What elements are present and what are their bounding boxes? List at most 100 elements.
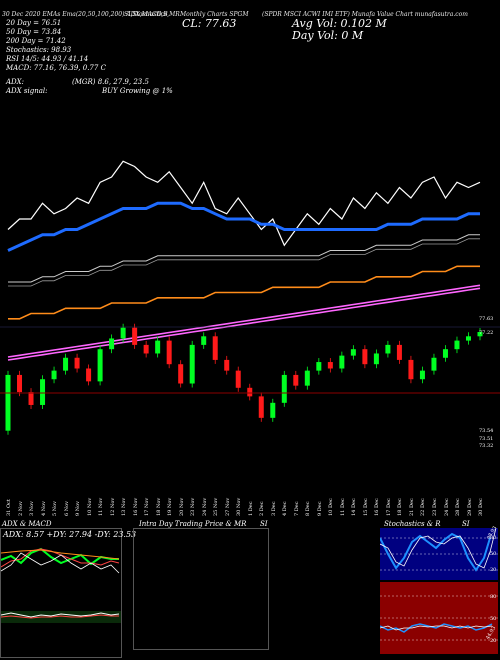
- date-tick: 19 Nov: [167, 497, 174, 516]
- price-label-2: 77.22: [479, 330, 494, 336]
- intraday-title: Intra Day Trading Price & MR: [139, 520, 247, 528]
- stoch-si-label: SI: [462, 520, 470, 528]
- stochastics-panel[interactable]: 98.93: [380, 525, 498, 580]
- rsi-axis-50: 50: [490, 616, 497, 622]
- price-label-4: 73.51: [479, 436, 494, 442]
- intraday-si-label: SI: [260, 520, 268, 528]
- candle-body: [373, 353, 379, 365]
- adx-values: ADX: 8.57 +DY: 27.94 -DY: 23.53: [3, 530, 137, 539]
- candle-body: [477, 332, 483, 337]
- candle-body: [396, 344, 402, 360]
- date-tick: 24 Nov: [201, 497, 208, 516]
- bollinger-upper-line: [7, 284, 481, 358]
- candle-body: [339, 355, 345, 369]
- date-tick: 30 Dec: [478, 498, 484, 516]
- date-tick: 21 Dec: [408, 498, 415, 516]
- adx-signal-label: ADX signal:: [6, 87, 48, 95]
- date-tick: 5 Nov: [52, 501, 58, 516]
- price-label-5: 73.32: [479, 443, 494, 449]
- date-tick: 29 Dec: [466, 498, 473, 516]
- ema50-label: 50 Day = 73.84: [6, 28, 62, 36]
- date-tick: 25 Nov: [213, 497, 220, 516]
- date-tick: 28 Dec: [455, 498, 461, 516]
- candle-body: [28, 392, 34, 405]
- candle-body: [63, 357, 69, 371]
- rsi-label: RSI 14/5: 44.93 / 41.14: [6, 55, 89, 63]
- candle-body: [201, 336, 207, 345]
- date-tick: 7 Dec: [293, 501, 300, 516]
- ema20-label: 20 Day = 76.51: [6, 19, 62, 27]
- date-tick: 10 Dec: [328, 498, 335, 516]
- date-tick: 2 Dec: [259, 501, 266, 516]
- candle-body: [454, 340, 460, 350]
- ema200-label: 200 Day = 71.42: [6, 37, 66, 45]
- candle-body: [17, 374, 23, 393]
- date-tick: 23 Dec: [432, 498, 438, 516]
- candle-body: [419, 370, 425, 380]
- price-label-3: 73.54: [479, 428, 494, 434]
- stoch-d-line: [380, 528, 497, 569]
- date-tick: 14 Dec: [351, 498, 358, 516]
- candle-body: [362, 349, 368, 365]
- date-tick: 31 Oct: [6, 499, 12, 516]
- candle-body: [270, 402, 276, 418]
- candle-body: [281, 374, 287, 403]
- ema100-lower-line: [8, 238, 480, 287]
- candle-body: [224, 359, 230, 371]
- avg-vol-label: Avg Vol: 0.102 M: [292, 17, 387, 30]
- candle-body: [143, 344, 149, 354]
- candle-body: [166, 340, 172, 365]
- adx-white-line: [1, 552, 120, 574]
- date-tick: 11 Nov: [98, 497, 105, 516]
- header-chart-type: Monthly Charts SPGM: [180, 11, 249, 18]
- macd-line: [1, 612, 120, 618]
- date-tick: 6 Nov: [63, 501, 70, 516]
- date-tick: 22 Dec: [420, 498, 427, 516]
- date-tick: 10 Nov: [86, 497, 93, 516]
- stoch-k-line: [380, 532, 491, 572]
- date-tick: 9 Nov: [75, 501, 82, 516]
- date-tick: 30 Nov: [236, 497, 243, 516]
- adx-macd-panel[interactable]: ADX: 8.57 +DY: 27.94 -DY: 23.53: [0, 528, 136, 658]
- header-indicators: SI,Stochastics,MR: [124, 11, 180, 18]
- candle-body: [442, 349, 448, 358]
- candle-body: [304, 370, 310, 386]
- macd-label: MACD: 77.16, 76.39, 0.77 C: [6, 64, 106, 72]
- date-tick: 16 Nov: [132, 497, 139, 516]
- date-tick: 18 Dec: [397, 498, 404, 516]
- macd-histogram: [1, 611, 121, 623]
- date-tick: 13 Nov: [121, 497, 128, 516]
- rsi-signal-line: [380, 625, 493, 631]
- date-tick: 20 Nov: [178, 497, 185, 516]
- candle-body: [465, 336, 471, 341]
- rsi-axis-80: 80: [490, 594, 497, 600]
- candle-body: [74, 357, 80, 369]
- candle-body: [178, 364, 184, 384]
- candle-body: [316, 362, 322, 371]
- date-tick: 18 Nov: [155, 497, 162, 516]
- adx-macd-title: ADX & MACD: [2, 520, 52, 528]
- candle-body: [327, 362, 333, 369]
- candle-body: [132, 327, 138, 345]
- close-label: CL: 77.63: [182, 17, 237, 30]
- date-tick: 2 Nov: [17, 501, 24, 516]
- candle-body: [5, 374, 11, 431]
- rsi-panel[interactable]: 44.93: [380, 582, 498, 654]
- candle-body: [40, 379, 46, 405]
- date-tick: 17 Nov: [144, 497, 151, 516]
- main-price-chart[interactable]: [0, 95, 500, 490]
- stoch-title: Stochastics & R: [384, 520, 441, 528]
- candle-body: [109, 338, 115, 350]
- date-axis: 31 Oct 2 Nov 3 Nov 4 Nov 5 Nov 6 Nov 9 Nov 10 N…: [0, 490, 500, 520]
- candle-body: [155, 340, 161, 354]
- date-tick: 15 Dec: [362, 498, 369, 516]
- candle-body: [51, 370, 57, 380]
- date-tick: 27 Nov: [224, 497, 231, 516]
- candle-body: [235, 370, 241, 388]
- rsi-axis-20: 20: [490, 638, 497, 644]
- ema100-line: [8, 234, 480, 283]
- candle-body: [350, 349, 356, 356]
- date-tick: 3 Dec: [270, 501, 277, 516]
- intraday-panel[interactable]: [133, 528, 269, 650]
- candle-body: [258, 396, 264, 418]
